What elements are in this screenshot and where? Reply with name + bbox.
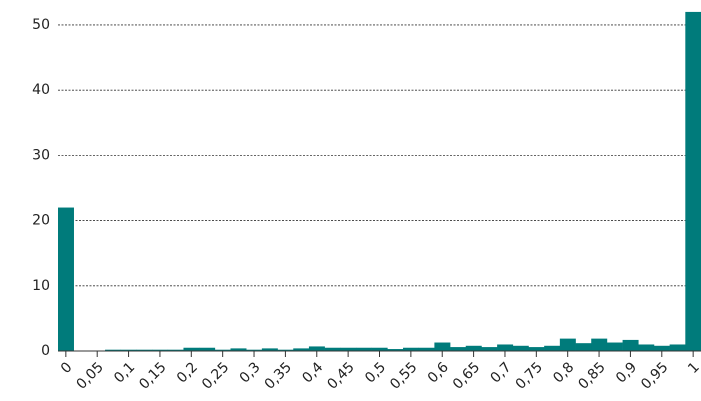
bar [277, 349, 294, 351]
y-tick-label: 0 [41, 343, 50, 359]
x-tick-label: 1 [685, 359, 701, 377]
bar [152, 349, 169, 351]
x-tick-label: 0,95 [638, 359, 671, 392]
bar [261, 348, 278, 351]
x-tick-label: 0,55 [387, 359, 420, 392]
x-tick-label: 0,05 [74, 359, 107, 392]
bar [528, 347, 545, 351]
bar [481, 347, 498, 351]
bar [403, 347, 420, 351]
bar [120, 349, 137, 351]
bar [575, 343, 592, 351]
bar [324, 347, 341, 351]
y-tick-label: 50 [32, 17, 50, 33]
x-tick-label: 0,45 [324, 359, 357, 392]
bar [230, 348, 247, 351]
bar [387, 349, 404, 351]
bar [246, 349, 263, 351]
bar [465, 345, 482, 351]
bar [308, 346, 325, 351]
x-tick-label: 0,85 [575, 359, 608, 392]
x-tick-label: 0,75 [513, 359, 546, 392]
y-tick-label: 30 [32, 147, 50, 163]
bar [434, 342, 451, 351]
bar [199, 347, 216, 351]
bar [606, 342, 623, 351]
x-tick-label: 0,2 [174, 359, 201, 386]
x-tick-label: 0,5 [362, 359, 389, 386]
bar [497, 344, 514, 351]
bar [371, 347, 388, 351]
bar [136, 349, 153, 351]
bar [653, 345, 670, 351]
bar [183, 347, 200, 351]
x-tick-label: 0 [58, 359, 76, 377]
bar [355, 347, 372, 351]
bar [544, 345, 561, 351]
bar [669, 344, 686, 351]
x-tick-label: 0,7 [488, 359, 515, 386]
x-tick-label: 0,9 [613, 359, 640, 386]
bar [685, 11, 701, 352]
y-tick-label: 20 [32, 213, 50, 229]
bar [167, 349, 184, 351]
x-tick-label: 0,1 [111, 359, 138, 386]
bar [622, 339, 639, 351]
bar [638, 344, 655, 351]
bar [450, 347, 467, 351]
bar [105, 349, 122, 351]
x-tick-label: 0,15 [136, 359, 169, 392]
x-tick-label: 0,3 [237, 359, 264, 386]
x-tick-label: 0,25 [199, 359, 232, 392]
bar [512, 345, 529, 351]
bar [559, 338, 576, 351]
bar [214, 349, 231, 351]
bar [58, 207, 74, 351]
bar [340, 347, 357, 351]
y-tick-label: 10 [32, 278, 50, 294]
x-tick-label: 0,6 [425, 359, 452, 386]
y-tick-label: 40 [32, 82, 50, 98]
bar [293, 348, 310, 351]
bar [418, 347, 435, 351]
bar [591, 338, 608, 351]
x-tick-label: 0,4 [299, 359, 326, 386]
x-tick-label: 0,8 [550, 359, 577, 386]
x-tick-label: 0,65 [450, 359, 483, 392]
x-tick-label: 0,35 [262, 359, 295, 392]
